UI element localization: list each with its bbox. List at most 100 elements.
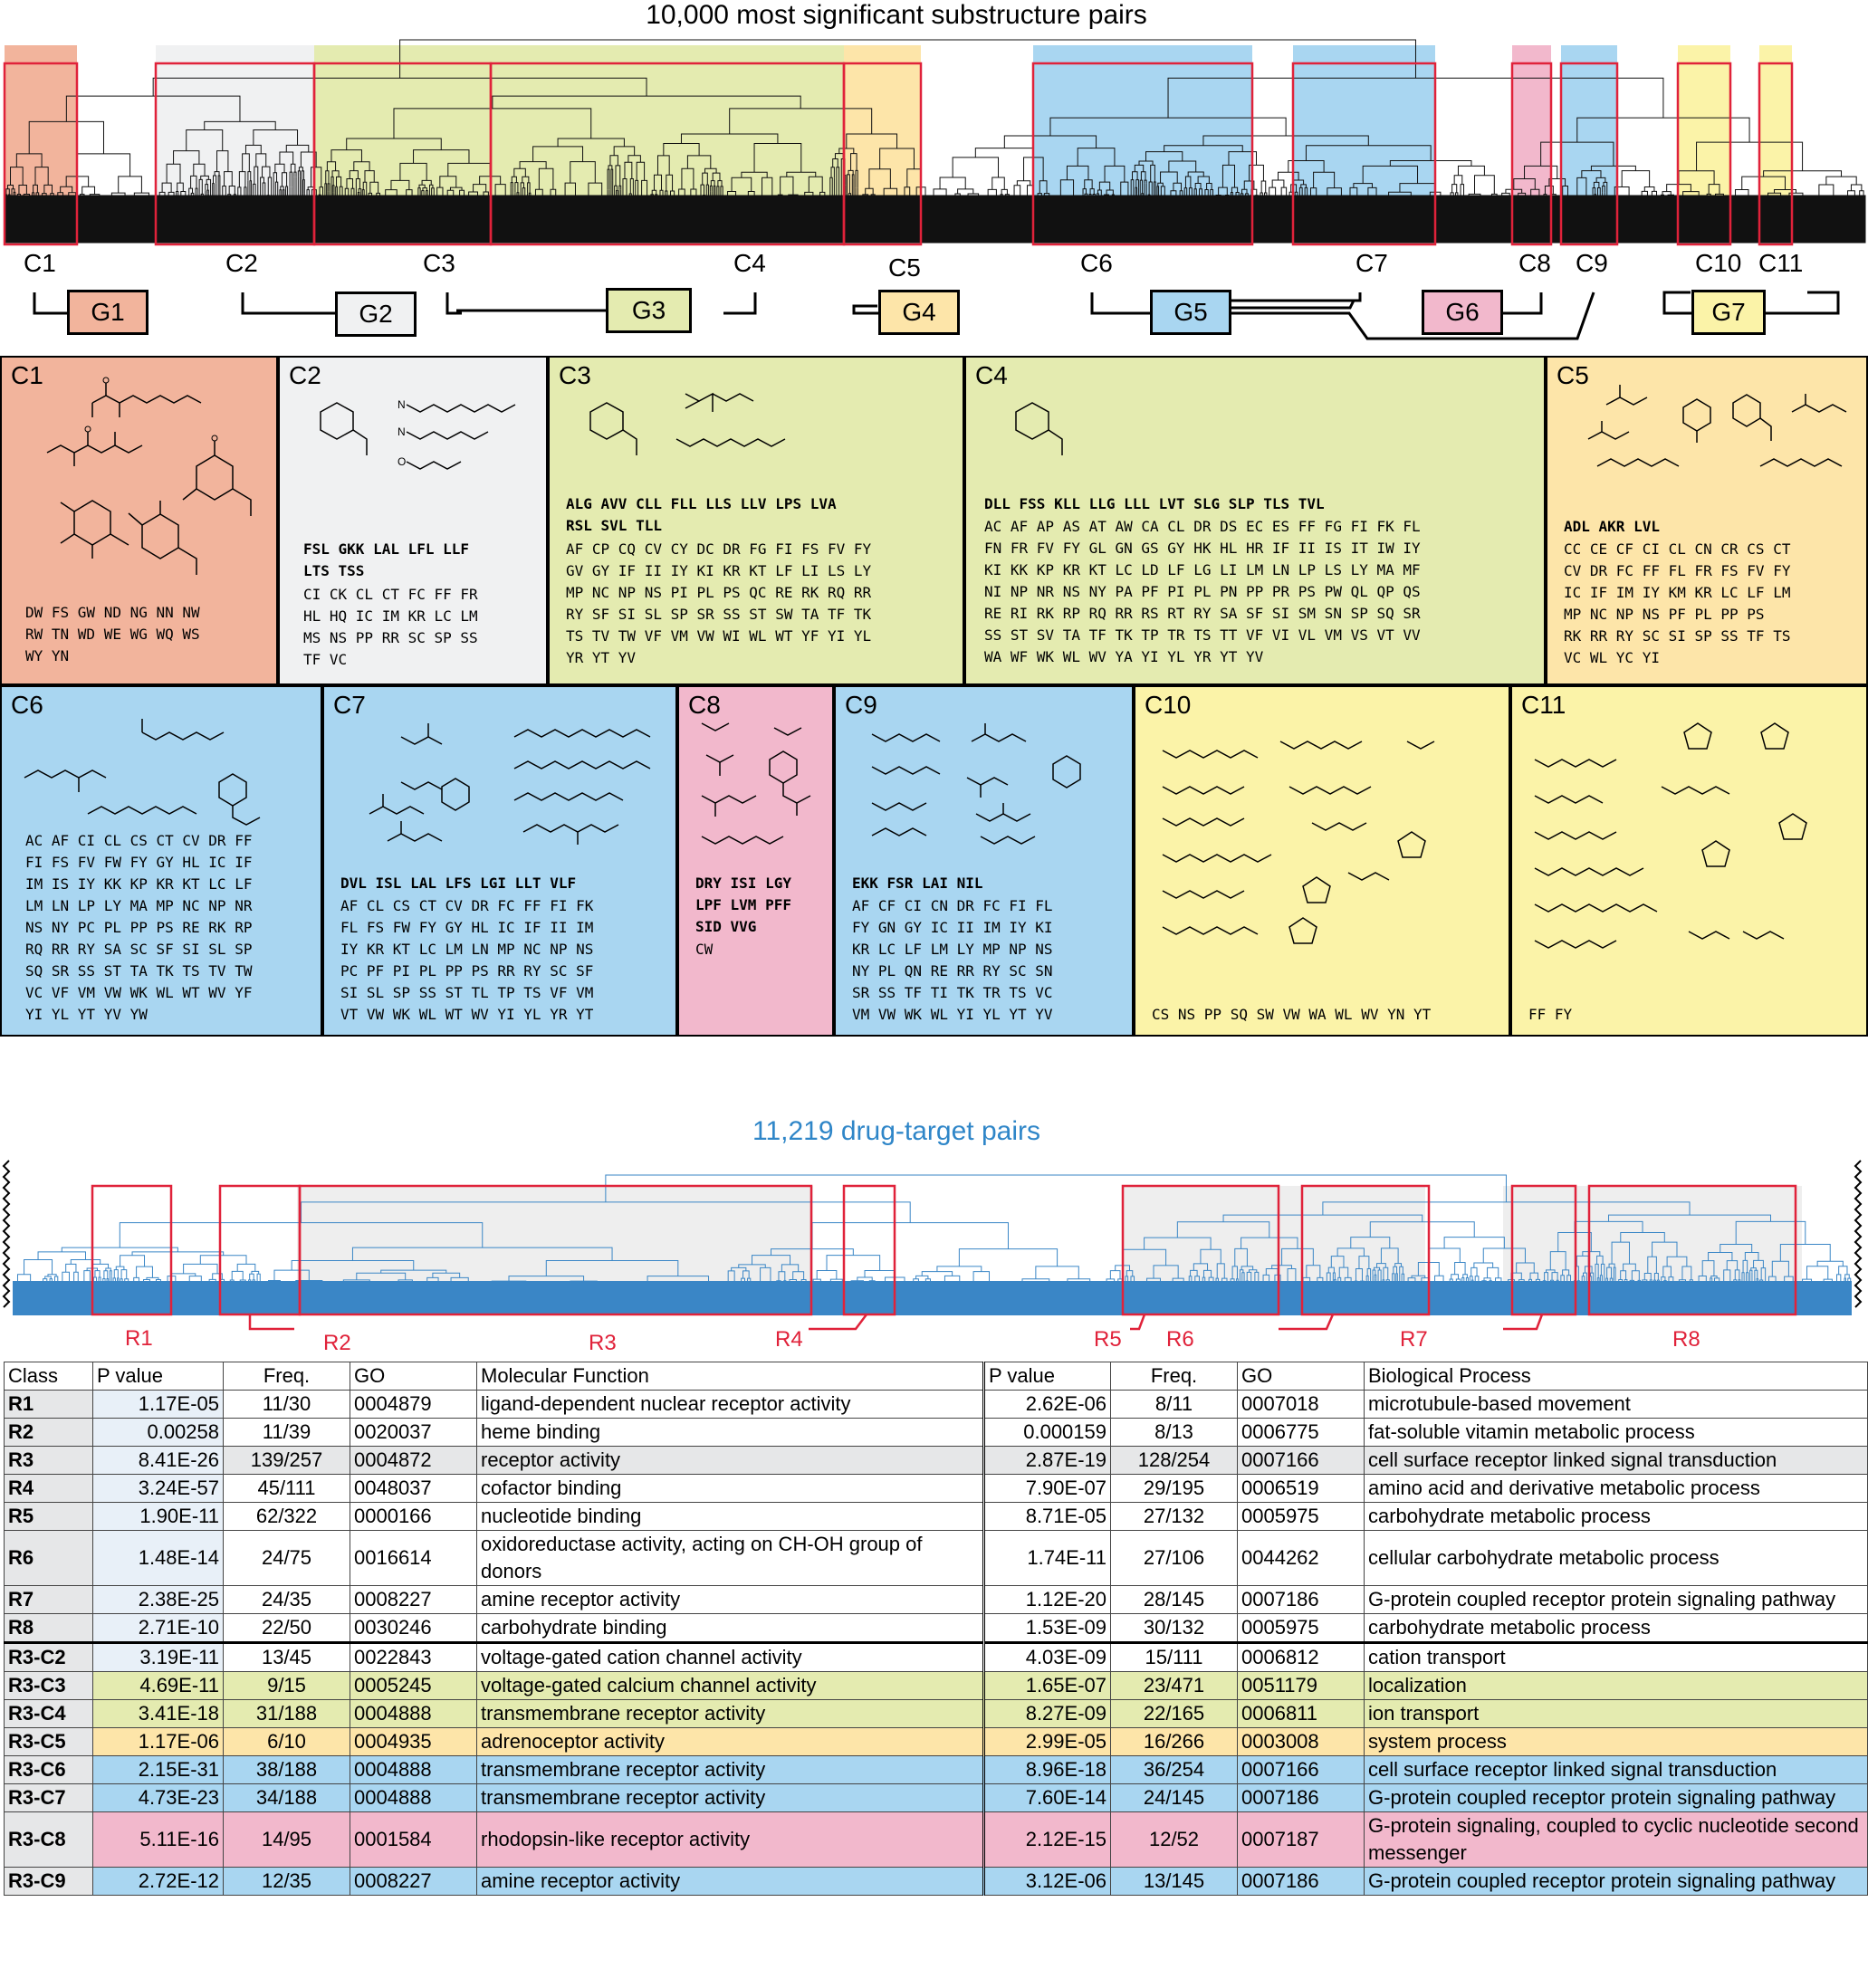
pair-codes: CW	[695, 941, 714, 958]
bp-go-id: 0044262	[1237, 1530, 1365, 1586]
mf-p-value: 0.00258	[92, 1418, 224, 1447]
biological-process: localization	[1364, 1671, 1868, 1700]
biological-process: G-protein signaling, coupled to cyclic n…	[1364, 1811, 1868, 1868]
region-label-r2: R2	[323, 1331, 351, 1355]
mf-go-id: 0022843	[350, 1641, 477, 1672]
mf-p-value: 1.17E-06	[92, 1727, 224, 1756]
mf-freq: 38/188	[223, 1755, 350, 1784]
header-p-value-2: P value	[983, 1362, 1111, 1391]
header-go-2: GO	[1237, 1362, 1365, 1391]
molecule-structures	[701, 722, 811, 845]
cluster-label-c10: C10	[1695, 249, 1742, 277]
panel-c7: C7 DVL ISL LAL LFS LGI LLT VLF AF CL CS …	[322, 685, 677, 1037]
mf-go-id: 0020037	[350, 1418, 477, 1447]
mf-go-id: 0004888	[350, 1783, 477, 1812]
drug-target-title: 11,219 drug-target pairs	[752, 1116, 1040, 1146]
region-label-r7: R7	[1400, 1327, 1428, 1352]
mf-freq: 9/15	[223, 1671, 350, 1700]
table-header-row: Class P value Freq. GO Molecular Functio…	[4, 1362, 1868, 1391]
pair-codes: AF CF CI CN DR FC FI FL FY GN GY IC II I…	[852, 897, 1053, 1023]
bp-freq: 29/195	[1110, 1474, 1238, 1503]
group-g1: G1	[67, 290, 148, 335]
row-class: R5	[4, 1502, 93, 1531]
molecular-function: transmembrane receptor activity	[476, 1755, 985, 1784]
region-label-r5: R5	[1094, 1327, 1122, 1352]
mf-go-id: 0001584	[350, 1811, 477, 1868]
molecular-function: transmembrane receptor activity	[476, 1783, 985, 1812]
panel-title: C4	[975, 361, 1008, 389]
molecular-function: adrenoceptor activity	[476, 1727, 985, 1756]
cluster-label-c9: C9	[1576, 249, 1608, 277]
bp-freq: 28/145	[1110, 1585, 1238, 1614]
bp-go-id: 0006812	[1237, 1641, 1365, 1672]
biological-process: cell surface receptor linked signal tran…	[1364, 1446, 1868, 1475]
group-g2: G2	[335, 292, 417, 337]
region-label-r8: R8	[1672, 1327, 1700, 1352]
molecular-function: amine receptor activity	[476, 1867, 985, 1896]
svg-text:N: N	[398, 398, 406, 411]
mf-go-id: 0005245	[350, 1671, 477, 1700]
pair-codes: AF CP CQ CV CY DC DR FG FI FS FV FY GV G…	[566, 540, 872, 666]
pair-codes: AC AF AP AS AT AW CA CL DR DS EC ES FF F…	[984, 518, 1421, 665]
bp-p-value: 4.03E-09	[983, 1641, 1111, 1672]
mf-freq: 31/188	[223, 1699, 350, 1728]
bp-go-id: 0007018	[1237, 1390, 1365, 1419]
header-go: GO	[350, 1362, 477, 1391]
group-g3: G3	[606, 288, 692, 333]
cluster-label-c3: C3	[423, 249, 455, 277]
row-class: R2	[4, 1418, 93, 1447]
mf-p-value: 1.17E-05	[92, 1390, 224, 1419]
header-molecular-function: Molecular Function	[476, 1362, 985, 1391]
bp-go-id: 0005975	[1237, 1613, 1365, 1643]
mf-go-id: 0004879	[350, 1390, 477, 1419]
panel-c11: C11 FF FY	[1510, 685, 1868, 1037]
cluster-label-c2: C2	[225, 249, 258, 277]
group-g6: G6	[1422, 290, 1503, 335]
region-label-r6: R6	[1166, 1327, 1194, 1352]
molecule-structures	[1534, 722, 1807, 949]
pair-codes: CI CK CL CT FC FF FR HL HQ IC IM KR LC L…	[303, 586, 478, 668]
bp-go-id: 0007186	[1237, 1867, 1365, 1896]
header-class: Class	[4, 1362, 93, 1391]
mf-go-id: 0004888	[350, 1699, 477, 1728]
bp-freq: 12/52	[1110, 1811, 1238, 1868]
table-row: R3-C3 4.69E-11 9/15 0005245 voltage-gated ca…	[4, 1671, 1868, 1700]
cluster-label-c11: C11	[1758, 249, 1804, 277]
bp-p-value: 8.71E-05	[983, 1502, 1111, 1531]
molecular-function: nucleotide binding	[476, 1502, 985, 1531]
region-label-r4: R4	[775, 1327, 803, 1352]
row-class: R3-C8	[4, 1811, 93, 1868]
panel-c10: C10 CS NS PP SQ SW VW WA WL WV YN YT	[1134, 685, 1510, 1037]
biological-process: cell surface receptor linked signal tran…	[1364, 1755, 1868, 1784]
row-class: R3-C7	[4, 1783, 93, 1812]
bp-go-id: 0007166	[1237, 1755, 1365, 1784]
biological-process: ion transport	[1364, 1699, 1868, 1728]
mf-p-value: 5.11E-16	[92, 1811, 224, 1868]
mf-freq: 24/35	[223, 1585, 350, 1614]
bp-p-value: 0.000159	[983, 1418, 1111, 1447]
table-row: R3-C2 3.19E-11 13/45 0022843 voltage-gated c…	[4, 1641, 1868, 1672]
biological-process: carbohydrate metabolic process	[1364, 1613, 1868, 1643]
panel-title: C9	[845, 691, 877, 719]
panel-title: C3	[559, 361, 591, 389]
biological-process: amino acid and derivative metabolic proc…	[1364, 1474, 1868, 1503]
molecular-function: carbohydrate binding	[476, 1613, 985, 1643]
cluster-label-c7: C7	[1355, 249, 1388, 277]
molecule-structures	[1162, 741, 1435, 944]
bp-freq: 27/132	[1110, 1502, 1238, 1531]
bp-freq: 30/132	[1110, 1613, 1238, 1643]
bp-freq: 36/254	[1110, 1755, 1238, 1784]
panel-c3: C3 ALG AVV CLL FLL LLS LLV LPS LVA RSL S…	[548, 356, 964, 685]
row-class: R3-C4	[4, 1699, 93, 1728]
mf-freq: 62/322	[223, 1502, 350, 1531]
bp-go-id: 0007166	[1237, 1446, 1365, 1475]
mf-p-value: 2.15E-31	[92, 1755, 224, 1784]
molecular-function: receptor activity	[476, 1446, 985, 1475]
molecule-structures	[1015, 402, 1063, 455]
mf-go-id: 0004935	[350, 1727, 477, 1756]
mf-p-value: 8.41E-26	[92, 1446, 224, 1475]
molecule-structures	[871, 723, 1081, 845]
go-enrichment-table: Class P value Freq. GO Molecular Functio…	[4, 1362, 1868, 1896]
bp-go-id: 0006775	[1237, 1418, 1365, 1447]
table-row: R8 2.71E-10 22/50 0030246 carbohydrate bindi…	[4, 1613, 1868, 1643]
